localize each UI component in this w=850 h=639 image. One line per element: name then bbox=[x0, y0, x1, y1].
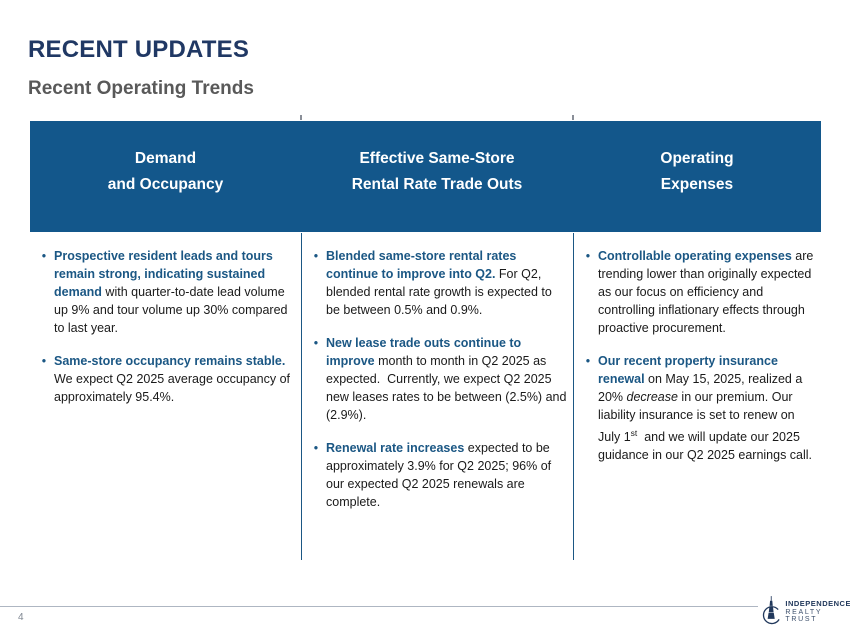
bullet-item: • Blended same-store rental rates continu… bbox=[306, 247, 567, 319]
bullet-item: • Controllable operating expenses are tre… bbox=[578, 247, 815, 337]
bullet-text: Same-store occupancy remains stable. We … bbox=[54, 354, 294, 404]
header-line: Rental Rate Trade Outs bbox=[351, 175, 523, 193]
column-header-demand-occupancy: Demand and Occupancy bbox=[30, 121, 301, 232]
page-subtitle: Recent Operating Trends bbox=[28, 78, 254, 99]
logo-wordmark: INDEPENDENCE REALTY TRUST bbox=[785, 599, 850, 623]
bullet-text: Blended same-store rental rates continue… bbox=[326, 249, 556, 317]
bullet-icon: • bbox=[41, 354, 47, 368]
footer-divider bbox=[0, 606, 758, 607]
tower-icon bbox=[762, 596, 780, 625]
company-logo: INDEPENDENCE REALTY TRUST bbox=[760, 594, 850, 628]
bullet-item: • Our recent property insurance renewal o… bbox=[578, 352, 815, 464]
bullet-text: Prospective resident leads and tours rem… bbox=[54, 249, 291, 335]
column-header-operating-expenses: Operating Expenses bbox=[573, 121, 821, 232]
table-body: • Prospective resident leads and tours re… bbox=[30, 233, 821, 560]
header-line: Operating bbox=[660, 149, 734, 167]
bullet-icon: • bbox=[313, 249, 319, 263]
bullet-item: • Renewal rate increases expected to be a… bbox=[306, 439, 567, 511]
bullet-icon: • bbox=[313, 336, 319, 350]
bullet-icon: • bbox=[585, 354, 591, 368]
header-line: Demand bbox=[134, 149, 197, 167]
header-line: Expenses bbox=[660, 175, 734, 193]
bullet-item: • Prospective resident leads and tours re… bbox=[34, 247, 295, 337]
table-border-tick bbox=[300, 115, 302, 120]
bullet-icon: • bbox=[313, 441, 319, 455]
page-number: 4 bbox=[18, 612, 24, 623]
bullet-item: • New lease trade outs continue to improv… bbox=[306, 334, 567, 424]
header-line: Effective Same-Store bbox=[359, 149, 515, 167]
logo-line-independence: INDEPENDENCE bbox=[785, 599, 850, 608]
column-header-rental-rate-trade-outs: Effective Same-Store Rental Rate Trade O… bbox=[301, 121, 573, 232]
bullet-icon: • bbox=[585, 249, 591, 263]
bullet-text: Controllable operating expenses are tren… bbox=[598, 249, 817, 335]
column-demand-occupancy: • Prospective resident leads and tours re… bbox=[30, 233, 301, 560]
bullet-icon: • bbox=[41, 249, 47, 263]
bullet-text: Renewal rate increases expected to be ap… bbox=[326, 441, 555, 509]
page-title: RECENT UPDATES bbox=[28, 36, 250, 63]
bullet-item: • Same-store occupancy remains stable. We… bbox=[34, 352, 295, 406]
column-operating-expenses: • Controllable operating expenses are tre… bbox=[573, 233, 821, 560]
bullet-text: New lease trade outs continue to improve… bbox=[326, 336, 570, 422]
logo-line-realty-trust: REALTY TRUST bbox=[785, 609, 823, 623]
table-border-tick bbox=[572, 115, 574, 120]
table-header-row: Demand and Occupancy Effective Same-Stor… bbox=[30, 121, 821, 232]
header-line: and Occupancy bbox=[107, 175, 224, 193]
column-rental-rate-trade-outs: • Blended same-store rental rates continu… bbox=[301, 233, 573, 560]
bullet-text: Our recent property insurance renewal on… bbox=[598, 354, 813, 463]
